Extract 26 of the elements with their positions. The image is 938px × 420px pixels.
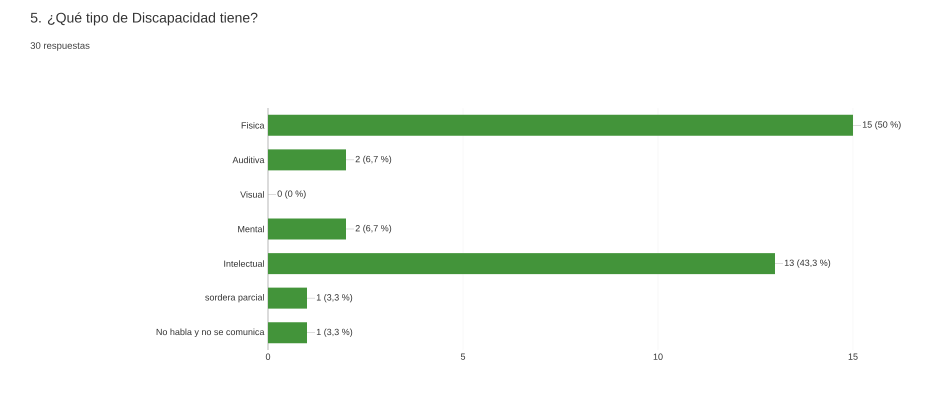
y-tick-label: Fisica — [242, 122, 264, 129]
y-tick-label: sordera parcial — [205, 294, 264, 302]
data-label: 2 (6,7 %) — [356, 156, 392, 164]
bar — [268, 114, 853, 136]
y-tick-label: Mental — [238, 226, 264, 232]
text: 30 respuestas — [30, 42, 90, 51]
y-tick-label: Visual — [240, 191, 264, 198]
data-label: 1 (3,3 %) — [316, 294, 352, 302]
data-label: 13 (43,3 %) — [784, 259, 830, 268]
x-tick-label: 15 — [848, 354, 858, 360]
bar — [268, 288, 308, 309]
data-label: 2 (6,7 %) — [356, 224, 392, 234]
data-label: 15 (50 %) — [862, 121, 901, 130]
data-label: 1 (3,3 %) — [316, 328, 352, 337]
text: 5. ¿Qué tipo de Discapacidad tiene? — [30, 12, 258, 26]
y-tick-label: Auditiva — [232, 156, 264, 164]
y-tick-label: No habla y no se comunica — [156, 328, 264, 337]
data-label: 0 (0 %) — [278, 190, 306, 199]
bar — [268, 218, 346, 240]
x-tick-label: 5 — [460, 354, 466, 360]
bar — [268, 253, 775, 274]
bar — [268, 322, 308, 344]
y-tick-label: Intelectual — [224, 260, 264, 267]
x-tick-label: 10 — [654, 354, 663, 360]
bar — [268, 149, 346, 170]
x-tick-label: 0 — [266, 354, 270, 360]
